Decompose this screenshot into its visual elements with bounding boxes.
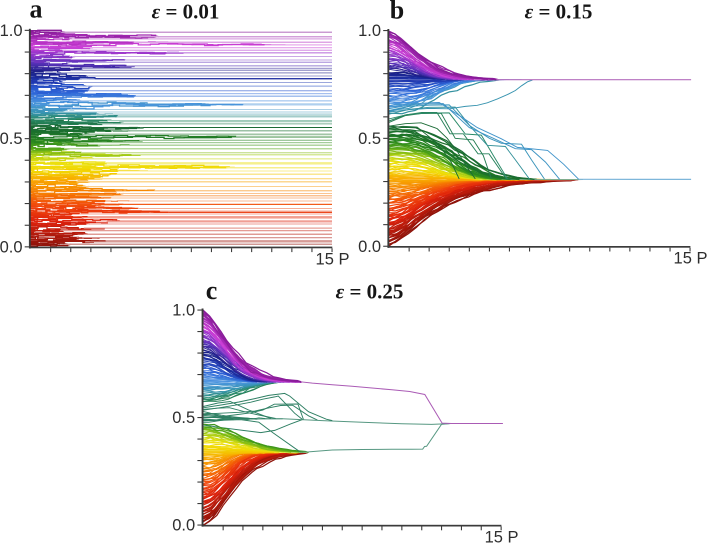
svg-text:0.0: 0.0 (0, 238, 23, 256)
svg-text:1.0: 1.0 (172, 302, 195, 320)
svg-text:0.5: 0.5 (358, 130, 381, 148)
svg-text:0.5: 0.5 (172, 409, 195, 427)
svg-text:15 P: 15 P (674, 250, 707, 268)
svg-text:15 P: 15 P (316, 250, 350, 268)
svg-text:ε = 0.15: ε = 0.15 (525, 0, 593, 24)
svg-text:0.0: 0.0 (358, 238, 381, 256)
svg-text:0.5: 0.5 (0, 130, 23, 148)
svg-text:b: b (390, 0, 404, 25)
svg-text:ε = 0.25: ε = 0.25 (336, 280, 404, 304)
svg-text:a: a (30, 0, 43, 24)
svg-text:1.0: 1.0 (358, 22, 381, 40)
svg-text:1.0: 1.0 (0, 22, 23, 40)
svg-text:0.0: 0.0 (172, 517, 195, 535)
svg-text:ε = 0.01: ε = 0.01 (152, 0, 220, 24)
svg-text:c: c (206, 276, 218, 305)
svg-text:15 P: 15 P (485, 529, 519, 544)
